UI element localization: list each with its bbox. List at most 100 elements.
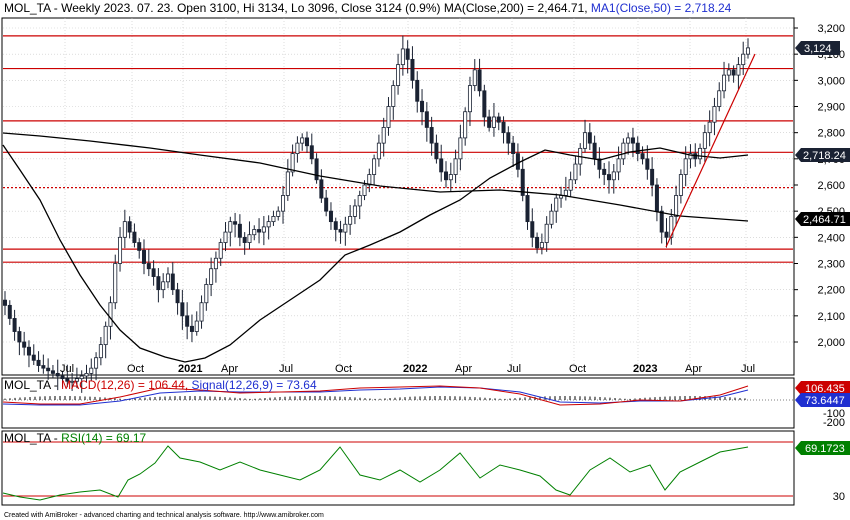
candle-up: [247, 234, 252, 243]
candle-up: [122, 221, 127, 238]
ma50-badge-text: 2,718.24: [803, 150, 846, 162]
candle-down: [606, 174, 611, 181]
trendline: [665, 53, 756, 248]
candle-down: [170, 273, 175, 291]
candle-down: [12, 318, 17, 332]
candle-up: [271, 215, 276, 223]
x-tick-label: Jul: [60, 363, 74, 375]
candle-up: [285, 171, 290, 196]
candle-down: [314, 158, 319, 181]
candle-up: [204, 284, 209, 304]
candle-up: [674, 195, 679, 217]
price-tick-label: 2,800: [817, 128, 845, 140]
candle-up: [194, 320, 199, 332]
candle-down: [482, 90, 487, 118]
candle-up: [626, 137, 631, 144]
candle-down: [137, 242, 142, 251]
macd-badge: 106.435: [795, 381, 850, 395]
candle-down: [645, 158, 650, 170]
candle-up: [381, 127, 386, 144]
ma200-badge: 2,464.71: [795, 212, 850, 226]
candle-up: [300, 137, 305, 144]
candle-down: [338, 229, 343, 233]
signal-line: [2, 386, 749, 406]
candle-down: [333, 221, 338, 230]
candle-up: [161, 281, 166, 291]
candle-up: [491, 116, 496, 128]
candle-up: [252, 229, 257, 236]
candle-down: [46, 367, 51, 372]
candle-down: [654, 184, 659, 212]
candle-up: [539, 242, 544, 249]
candle-down: [319, 179, 324, 199]
candle-up: [698, 147, 703, 160]
candle-down: [405, 48, 410, 60]
candle-down: [477, 69, 482, 92]
x-tick-label: Jul: [279, 363, 293, 375]
rsi-badge: 69.1723: [795, 441, 850, 455]
candle-down: [501, 121, 506, 134]
x-tick-label: Oct: [127, 363, 144, 375]
candle-up: [223, 231, 228, 243]
candle-up: [688, 153, 693, 160]
candle-down: [26, 346, 31, 356]
x-tick-label: Jul: [741, 363, 755, 375]
candle-down: [17, 331, 22, 343]
x-tick-label: Apr: [455, 363, 472, 375]
x-tick-label: Oct: [335, 363, 352, 375]
candle-up: [458, 137, 463, 160]
x-tick-label: Oct: [569, 363, 586, 375]
candle-up: [103, 325, 108, 346]
ma50-line: [2, 144, 749, 363]
candle-up: [386, 106, 391, 128]
candle-up: [108, 302, 113, 327]
candle-down: [592, 142, 597, 160]
axis-ticks: 2,0002,1002,2002,3002,4002,5002,6002,700…: [794, 23, 845, 349]
price-badge-text: 3,124: [804, 43, 832, 55]
candle-up: [276, 210, 281, 217]
candle-up: [348, 215, 353, 225]
candle-up: [568, 179, 573, 191]
candle-up: [472, 69, 477, 86]
candle-down: [587, 132, 592, 144]
candle-up: [400, 48, 405, 66]
candle-up: [357, 195, 362, 207]
candle-down: [3, 299, 8, 306]
candle-up: [746, 47, 751, 55]
candle-up: [70, 380, 75, 383]
candle-up: [343, 223, 348, 233]
rsi-series: 30: [2, 441, 845, 503]
candle-up: [726, 69, 731, 76]
candle-up: [554, 197, 559, 212]
candle-up: [94, 357, 99, 369]
candle-up: [736, 64, 741, 76]
candle-up: [683, 158, 688, 175]
candles: [3, 35, 751, 393]
candle-up: [722, 74, 727, 92]
candle-down: [50, 370, 55, 374]
footer-credit: Created with AmiBroker - advanced charti…: [4, 512, 324, 519]
candle-down: [410, 59, 415, 81]
candle-down: [132, 231, 137, 243]
moving-averages: [2, 132, 749, 363]
macd-pane-border: [1, 377, 795, 429]
candle-down: [520, 168, 525, 196]
candle-up: [213, 257, 218, 270]
candle-down: [65, 378, 70, 382]
price-tick-label: 3,200: [817, 23, 845, 35]
candle-down: [185, 315, 190, 327]
candle-down: [324, 197, 329, 212]
candle-down: [415, 79, 420, 102]
candle-up: [707, 121, 712, 134]
candle-up: [583, 132, 588, 149]
candle-down: [7, 304, 12, 319]
candle-down: [233, 221, 238, 225]
macd-line: [2, 385, 749, 406]
candle-down: [36, 359, 41, 366]
rsi-line: [2, 445, 749, 501]
candle-down: [439, 158, 444, 173]
candle-down: [664, 231, 669, 238]
candle-down: [444, 171, 449, 181]
candle-down: [650, 168, 655, 186]
candle-up: [362, 184, 367, 196]
